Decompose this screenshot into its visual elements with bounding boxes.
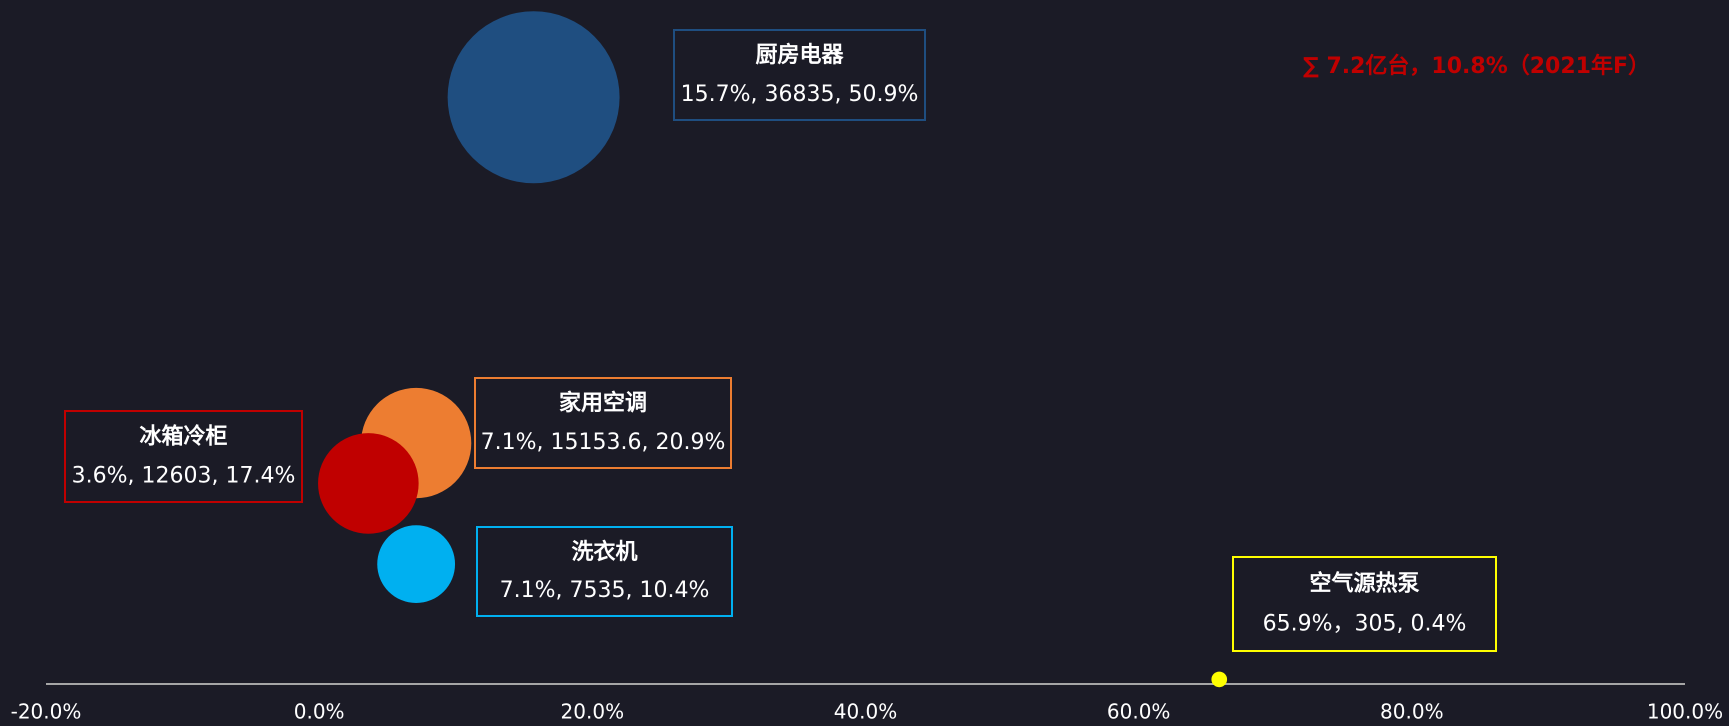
x-tick-label: 80.0%: [1380, 700, 1444, 724]
data-label: 15.7%, 36835, 50.9%: [681, 82, 919, 107]
x-tick-label: 40.0%: [834, 700, 898, 724]
bubble: [318, 433, 419, 534]
data-label: 3.6%, 12603, 17.4%: [72, 464, 296, 489]
label-box: [1232, 556, 1497, 652]
data-label: 7.1%, 7535, 10.4%: [500, 578, 710, 603]
label-box: [476, 526, 733, 617]
label-box: [64, 410, 303, 503]
legend-label: 家用空调: [559, 390, 647, 416]
data-label: 7.1%, 15153.6, 20.9%: [481, 430, 726, 455]
data-label: 65.9%，305, 0.4%: [1263, 612, 1467, 637]
bubble: [1211, 671, 1228, 688]
bubble: [377, 525, 456, 604]
x-tick-label: 60.0%: [1107, 700, 1171, 724]
label-box: [673, 29, 926, 121]
x-tick-label: 20.0%: [561, 700, 625, 724]
bubble: [447, 11, 620, 184]
label-box: [474, 377, 732, 469]
annotation: ∑ 7.2亿台，10.8%（2021年F）: [1303, 53, 1650, 79]
legend-label: 厨房电器: [755, 42, 844, 68]
legend-label: 洗衣机: [571, 539, 637, 565]
x-tick-label: 100.0%: [1647, 700, 1723, 724]
x-tick-label: -20.0%: [11, 700, 82, 724]
legend-label: 冰箱冷柜: [139, 423, 227, 449]
x-tick-label: 0.0%: [294, 700, 345, 724]
legend-label: 空气源热泵: [1309, 570, 1419, 596]
